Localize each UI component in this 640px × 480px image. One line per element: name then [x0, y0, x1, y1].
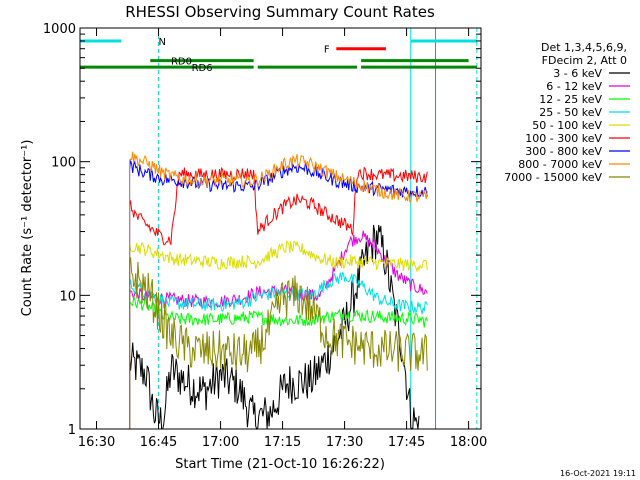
x-tick-label: 16:30 — [78, 435, 115, 450]
legend-entry-label: 100 - 300 keV — [525, 132, 602, 145]
legend-entry-label: 800 - 7000 keV — [518, 158, 602, 171]
chart-title: RHESSI Observing Summary Count Rates — [125, 3, 435, 21]
x-tick-label: 18:00 — [450, 435, 487, 450]
legend-entry-label: 50 - 100 keV — [532, 119, 602, 132]
x-tick-label: 17:45 — [388, 435, 425, 450]
series-line-8 — [129, 257, 428, 429]
y-tick-label: 100 — [51, 156, 76, 171]
legend-entry-label: 12 - 25 keV — [539, 93, 602, 106]
y-axis-label: Count Rate (s⁻¹ detector⁻¹) — [20, 140, 35, 317]
state-bar-label: N — [159, 37, 166, 48]
y-tick-label: 10 — [59, 289, 76, 304]
state-bar-label: F — [324, 45, 330, 56]
x-tick-label: 16:45 — [140, 435, 177, 450]
series-line-1 — [129, 230, 428, 429]
legend-entry-label: 25 - 50 keV — [539, 106, 602, 119]
x-tick-label: 17:30 — [326, 435, 363, 450]
legend-entry-label: 6 - 12 keV — [546, 80, 602, 93]
series-line-7 — [129, 151, 428, 429]
legend-entry-label: 7000 - 15000 keV — [504, 171, 602, 184]
legend-header-line: FDecim 2, Att 0 — [542, 54, 627, 67]
x-axis-label: Start Time (21-Oct-10 16:26:22) — [175, 457, 385, 472]
x-tick-label: 17:00 — [202, 435, 239, 450]
y-tick-label: 1000 — [43, 22, 76, 37]
plot-timestamp: 16-Oct-2021 19:11 — [560, 469, 636, 478]
series-line-3 — [129, 271, 428, 429]
legend-header-line: Det 1,3,4,5,6,9, — [541, 41, 627, 54]
series-line-2 — [129, 296, 428, 429]
legend-entry-label: 300 - 800 keV — [525, 145, 602, 158]
state-bar-label: RD0 — [171, 57, 192, 68]
state-bar-label: RD6 — [192, 63, 213, 74]
legend: Det 1,3,4,5,6,9,FDecim 2, Att 03 - 6 keV… — [504, 41, 630, 184]
x-tick-label: 17:15 — [264, 435, 301, 450]
series-line-4 — [129, 239, 428, 429]
legend-entry-label: 3 - 6 keV — [553, 67, 602, 80]
plot-frame — [79, 27, 482, 430]
y-tick-label: 1 — [68, 423, 76, 438]
